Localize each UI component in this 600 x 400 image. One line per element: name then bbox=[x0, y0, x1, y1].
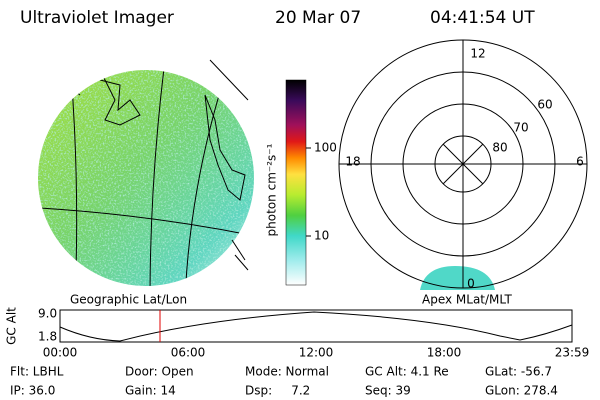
polar-plot bbox=[338, 39, 588, 290]
status-field: Seq: 39 bbox=[365, 384, 411, 398]
mlat-label: 60 bbox=[537, 98, 552, 112]
timeline-label: GC Alt bbox=[5, 307, 19, 345]
panel-label: Geographic Lat/Lon bbox=[70, 293, 187, 307]
mlt-label: 12 bbox=[470, 47, 485, 61]
status-field: Dsp: 7.2 bbox=[245, 384, 310, 398]
x-tick-label: 23:59 bbox=[555, 346, 590, 360]
colorbar-tick: 100 bbox=[314, 141, 337, 155]
status-field: GC Alt: 4.1 Re bbox=[365, 365, 449, 379]
instrument: Ultraviolet Imager bbox=[20, 8, 174, 28]
panel-label: Apex MLat/MLT bbox=[422, 293, 512, 307]
mlt-label: 6 bbox=[576, 155, 584, 169]
status-field: GLon: 278.4 bbox=[485, 384, 558, 398]
x-ticks: 00:00 06:00 12:00 18:00 23:59 bbox=[43, 346, 590, 360]
y-tick-label: 1.8 bbox=[38, 330, 57, 344]
status-field: IP: 36.0 bbox=[10, 384, 55, 398]
status-field: GLat: -56.7 bbox=[485, 365, 552, 379]
y-tick-label: 9.0 bbox=[38, 307, 57, 321]
status-field: Door: Open bbox=[125, 365, 194, 379]
date: 20 Mar 07 bbox=[275, 8, 361, 28]
x-tick-label: 12:00 bbox=[299, 346, 334, 360]
x-tick-label: 18:00 bbox=[427, 346, 462, 360]
x-tick-label: 06:00 bbox=[171, 346, 206, 360]
status: Flt: LBHL Door: Open Mode: Normal GC Alt: 4… bbox=[10, 365, 558, 398]
status-field: Mode: Normal bbox=[245, 365, 329, 379]
mlat-label: 80 bbox=[492, 141, 507, 155]
status-field: Flt: LBHL bbox=[10, 365, 64, 379]
mlt-label: 18 bbox=[345, 155, 360, 169]
colorbar-label: photon cm⁻²s⁻¹ bbox=[265, 143, 279, 236]
timeline: GC Alt 9.0 1.8 bbox=[5, 307, 573, 345]
status-field: Gain: 14 bbox=[125, 384, 176, 398]
time: 04:41:54 UT bbox=[430, 8, 535, 28]
x-tick-label: 00:00 bbox=[43, 346, 78, 360]
colorbar: 100 10 photon cm⁻²s⁻¹ bbox=[265, 79, 337, 286]
mlat-label: 70 bbox=[513, 121, 528, 135]
colorbar-tick: 10 bbox=[314, 229, 329, 243]
mlt-label: 0 bbox=[467, 277, 475, 291]
geographic-image bbox=[38, 59, 254, 286]
